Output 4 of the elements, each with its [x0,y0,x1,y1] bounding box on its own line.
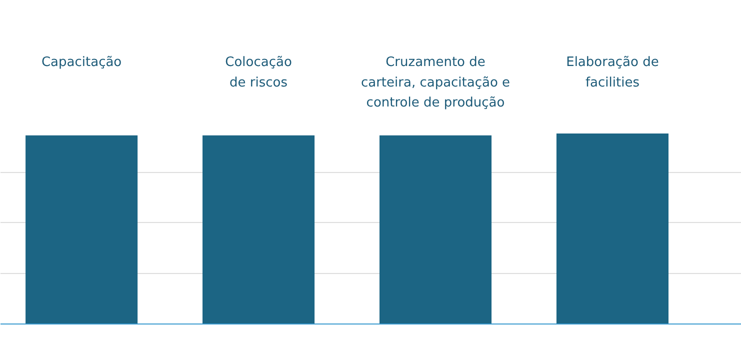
x-tick-label: Cruzamento de carteira, capacitação e controle de produção [360,55,510,111]
x-tick-label: Capacitação [41,55,122,70]
x-tick-label: Colocação de riscos [225,55,292,90]
x-tick-label: Elaboração de facilities [566,55,659,90]
